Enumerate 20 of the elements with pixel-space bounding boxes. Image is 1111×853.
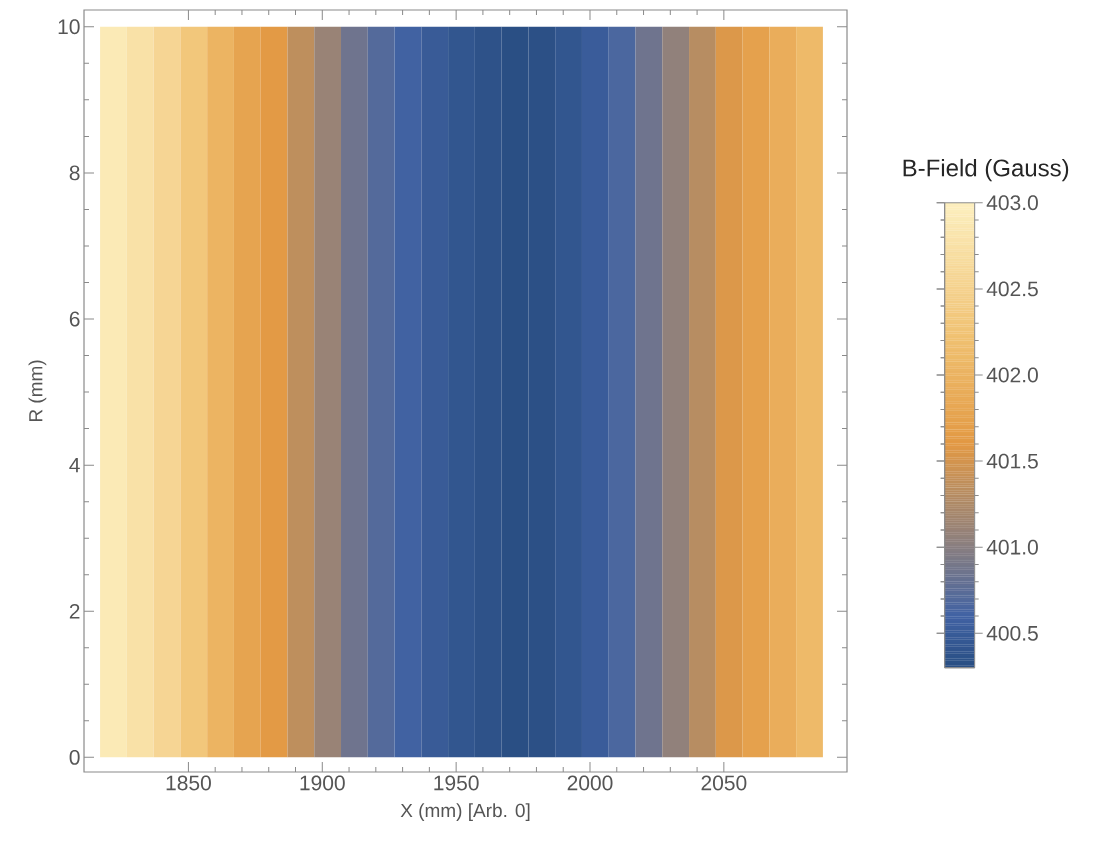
x-tick-label: 1950: [434, 775, 479, 791]
y-axis-title: R (mm): [28, 360, 47, 422]
x-tick-label: 1850: [166, 775, 211, 791]
color-bar-label: 400.5: [986, 625, 1038, 641]
color-bar-label: 401.0: [986, 539, 1038, 555]
color-bar-label: 401.5: [986, 453, 1038, 469]
y-tick-label: 0: [69, 749, 80, 765]
x-axis-title: X (mm) [Arb. 0]: [400, 803, 530, 821]
color-bar-title: B-Field (Gauss): [903, 158, 1069, 182]
y-tick-label: 8: [69, 165, 80, 181]
x-tick-label: 1900: [300, 775, 345, 791]
color-bar-label: 403.0: [986, 195, 1038, 211]
y-tick-label: 10: [58, 19, 80, 35]
y-tick-label: 2: [69, 603, 80, 619]
color-bar-label: 402.0: [986, 367, 1038, 383]
x-tick-label: 2000: [567, 775, 613, 791]
x-tick-label: 2050: [701, 775, 747, 791]
y-tick-label: 4: [69, 457, 80, 473]
color-bar-label: 402.5: [986, 281, 1038, 297]
y-tick-label: 6: [69, 311, 80, 327]
